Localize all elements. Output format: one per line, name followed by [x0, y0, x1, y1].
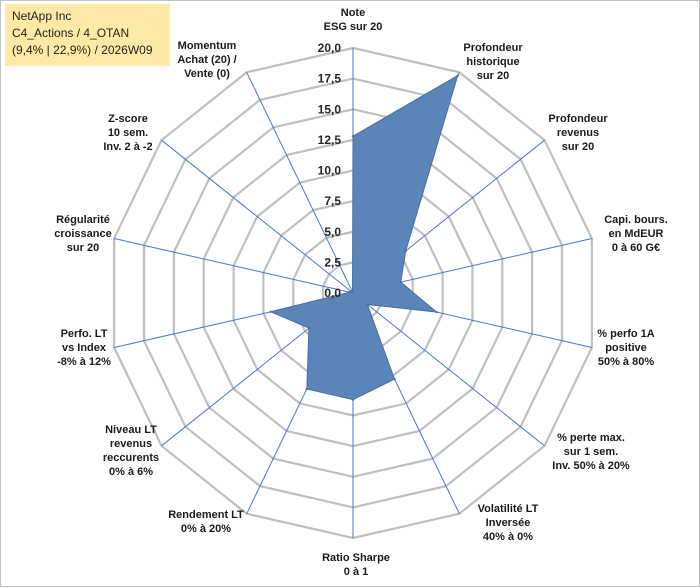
chart-title-box: NetApp Inc C4_Actions / 4_OTAN (9,4% | 2…: [5, 4, 170, 66]
tick-label: 10,0: [318, 164, 342, 178]
axis-label: Rendement LT 0% à 20%: [168, 509, 244, 535]
data-point: [399, 280, 402, 284]
tick-label: 0,0: [324, 286, 341, 300]
data-point: [351, 135, 355, 138]
axis-label: % perte max. sur 1 sem. Inv. 50% à 20%: [552, 432, 630, 472]
tick-label: 15,0: [318, 102, 342, 116]
data-point: [351, 290, 354, 294]
data-point: [305, 387, 308, 391]
tick-label: 5,0: [324, 225, 341, 239]
data-point: [393, 377, 396, 381]
data-point: [404, 249, 407, 253]
axis-label: Momentum Achat (20) / Vente (0): [177, 40, 236, 80]
tick-label: 17,5: [318, 72, 342, 86]
axis-label: Capi. bours. en MdEUR 0 à 60 G€: [604, 214, 668, 254]
axis-label: Niveau LT revenus reccurents 0% à 6%: [103, 424, 159, 478]
axis-spoke: [352, 292, 545, 447]
axis-label: Volatilité LT Inversée 40% à 0%: [478, 503, 539, 543]
axis-spoke: [161, 139, 354, 294]
tick-label: 7,5: [324, 194, 341, 208]
data-point: [269, 310, 272, 313]
data-point: [435, 310, 438, 314]
tick-label: 12,5: [318, 133, 342, 147]
axis-spoke: [113, 238, 354, 294]
axis-label: Profondeur revenus sur 20: [548, 113, 608, 153]
data-area: [269, 74, 459, 401]
data-point: [351, 398, 355, 401]
tick-label: 20,0: [318, 41, 342, 55]
axis-label: Note ESG sur 20: [324, 7, 383, 33]
axis-label: Z-score 10 sem. Inv. 2 à -2: [103, 113, 152, 153]
axis-label: Régularité croissance sur 20: [54, 214, 111, 254]
title-period: (9,4% | 22,9%) / 2026W09: [12, 43, 153, 57]
axis-label: Profondeur historique sur 20: [463, 42, 523, 82]
title-category: C4_Actions / 4_OTAN: [12, 26, 130, 40]
data-point: [307, 326, 311, 330]
tick-label: 2,5: [324, 255, 341, 269]
axis-label: % perfo 1A positive 50% à 80%: [597, 328, 655, 368]
axis-label: Perfo. LT vs Index -8% à 12%: [57, 328, 111, 368]
data-point: [456, 74, 459, 77]
title-company: NetApp Inc: [12, 9, 72, 23]
data-point: [366, 303, 369, 306]
axis-spoke: [246, 72, 354, 294]
axis-label: Ratio Sharpe 0 à 1: [322, 552, 390, 578]
